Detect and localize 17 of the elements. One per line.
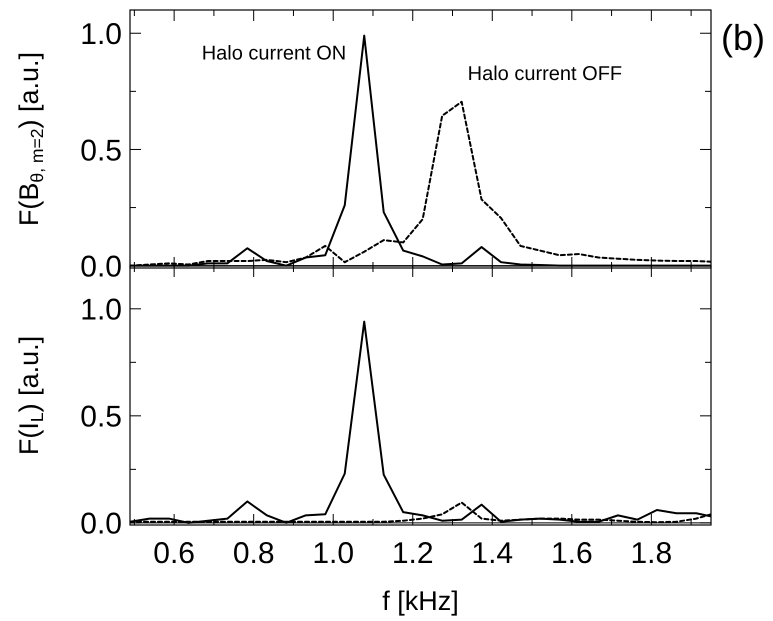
y-tick-label: 1.0 [80, 294, 122, 327]
y-tick-label: 1.0 [80, 18, 122, 52]
text: (b) [721, 17, 765, 58]
x-tick-label: 1.2 [392, 537, 434, 570]
y-tick-label: 0.0 [80, 508, 122, 541]
x-tick-label: 1.8 [630, 537, 672, 570]
y-tick-label: 0.5 [80, 400, 122, 434]
x-tick-label: 0.6 [153, 537, 195, 570]
x-tick-label: 0.8 [232, 537, 275, 570]
y-tick-label: 0.0 [80, 250, 122, 284]
x-tick-label: 1.4 [471, 537, 514, 570]
x-axis-title: f [kHz] [382, 586, 459, 616]
series-label: Halo current OFF [468, 62, 622, 85]
x-tick-label: 1.6 [550, 537, 593, 570]
y-tick-label: 0.5 [80, 134, 122, 168]
x-tick-label: 1.0 [312, 537, 354, 570]
legend-label: Halo current ON [202, 42, 346, 65]
